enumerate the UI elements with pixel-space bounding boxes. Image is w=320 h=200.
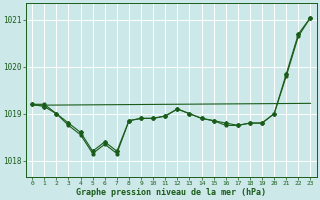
X-axis label: Graphe pression niveau de la mer (hPa): Graphe pression niveau de la mer (hPa) <box>76 188 266 197</box>
